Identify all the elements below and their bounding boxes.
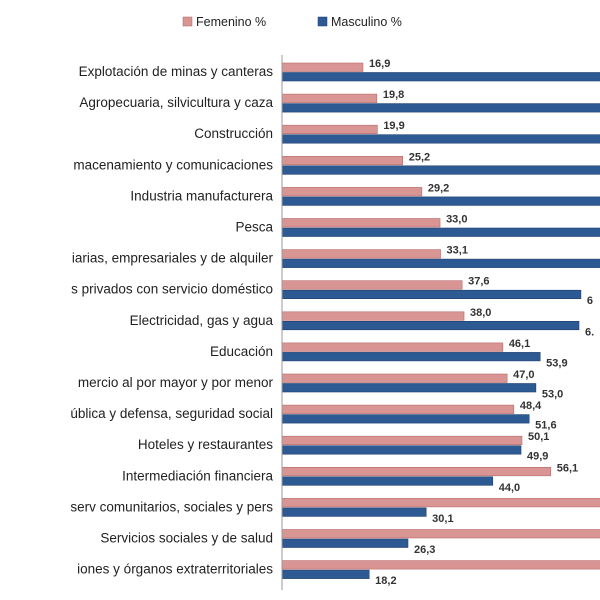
category-label: Servicios sociales y de salud (100, 531, 273, 546)
data-label-femenino: 46,1 (509, 338, 530, 350)
bar-femenino (281, 218, 441, 228)
data-label-femenino: 50,1 (528, 431, 549, 443)
data-label-femenino: 48,4 (520, 400, 542, 412)
data-label-femenino: 19,8 (383, 89, 404, 101)
category-label: Electricidad, gas y agua (130, 313, 274, 328)
legend-swatch-femenino (182, 16, 193, 27)
data-label-masculino: 6. (585, 326, 594, 338)
data-label-masculino: 53,0 (542, 389, 563, 401)
bar-masculino (281, 383, 537, 393)
data-label-masculino: 53,9 (546, 357, 567, 369)
category-label: Agropecuaria, silvicultura y caza (79, 95, 273, 110)
legend-label-femenino: Femenino % (196, 15, 266, 29)
category-label: Explotación de minas y canteras (79, 64, 274, 79)
bar-masculino (281, 476, 494, 486)
category-label: Educación (210, 344, 273, 359)
bar-masculino (281, 134, 600, 144)
bar-masculino (281, 507, 427, 517)
data-label-femenino: 38,0 (470, 307, 491, 319)
bar-masculino (281, 289, 582, 300)
category-label: Hoteles y restaurantes (138, 437, 273, 452)
legend-swatch-masculino (317, 16, 328, 27)
category-label: Construcción (194, 126, 273, 141)
bar-femenino (281, 280, 463, 290)
category-label: Pesca (235, 220, 273, 235)
category-label: s privados con servicio doméstico (71, 282, 273, 297)
bar-masculino (281, 165, 600, 175)
bar-femenino (281, 156, 404, 166)
bar-femenino (281, 466, 552, 477)
bar-femenino (281, 435, 523, 446)
data-label-masculino: 26,3 (414, 544, 435, 556)
category-label: iarias, empresariales y de alquiler (72, 251, 274, 266)
category-label: macenamiento y comunicaciones (73, 157, 273, 172)
bar-masculino (281, 258, 600, 268)
data-label-masculino: 6 (587, 295, 593, 307)
bars-group: Explotación de minas y canteras 16,9 Agrop… (70, 58, 600, 587)
data-label-femenino: 33,0 (446, 214, 467, 226)
data-label-femenino: 16,9 (369, 58, 390, 70)
data-label-femenino: 33,1 (447, 245, 468, 257)
bar-femenino (281, 311, 465, 321)
bar-femenino (281, 124, 378, 134)
bar-masculino (281, 352, 541, 362)
bar-femenino (281, 560, 600, 570)
data-label-masculino: 51,6 (535, 420, 556, 432)
bar-femenino (281, 93, 378, 103)
data-label-femenino: 25,2 (409, 151, 430, 163)
data-label-femenino: 56,1 (557, 462, 578, 474)
bar-masculino (281, 445, 522, 455)
bar-femenino (281, 498, 600, 508)
data-label-masculino: 44,0 (499, 482, 520, 494)
bar-femenino (281, 187, 423, 197)
bar-masculino (281, 227, 600, 237)
bar-masculino (281, 72, 600, 82)
legend: Femenino % Masculino % (182, 15, 402, 29)
data-label-femenino: 19,9 (383, 120, 404, 132)
category-label: ública y defensa, seguridad social (70, 406, 273, 421)
category-label: Intermediación financiera (122, 468, 273, 483)
bar-masculino (281, 320, 580, 331)
bar-femenino (281, 373, 508, 383)
bar-masculino (281, 196, 600, 206)
bar-femenino (281, 62, 364, 72)
bar-femenino (281, 404, 515, 414)
data-label-femenino: 29,2 (428, 182, 449, 194)
category-label: Industria manufacturera (130, 188, 273, 203)
data-label-masculino: 30,1 (432, 513, 453, 525)
category-label: serv comunitarios, sociales y pers (70, 499, 273, 514)
category-label: mercio al por mayor y por menor (78, 375, 274, 390)
data-label-femenino: 37,6 (468, 276, 489, 288)
data-label-masculino: 18,2 (375, 575, 396, 587)
bar-masculino (281, 569, 370, 579)
bar-femenino (281, 529, 600, 539)
bar-masculino (281, 538, 409, 548)
bar-masculino (281, 414, 530, 424)
bar-femenino (281, 342, 504, 352)
data-label-masculino: 49,9 (527, 451, 548, 463)
bar-masculino (281, 103, 600, 113)
category-label: iones y órganos extraterritoriales (77, 562, 273, 577)
bar-femenino (281, 249, 441, 259)
data-label-femenino: 47,0 (513, 369, 534, 381)
legend-label-masculino: Masculino % (331, 15, 402, 29)
